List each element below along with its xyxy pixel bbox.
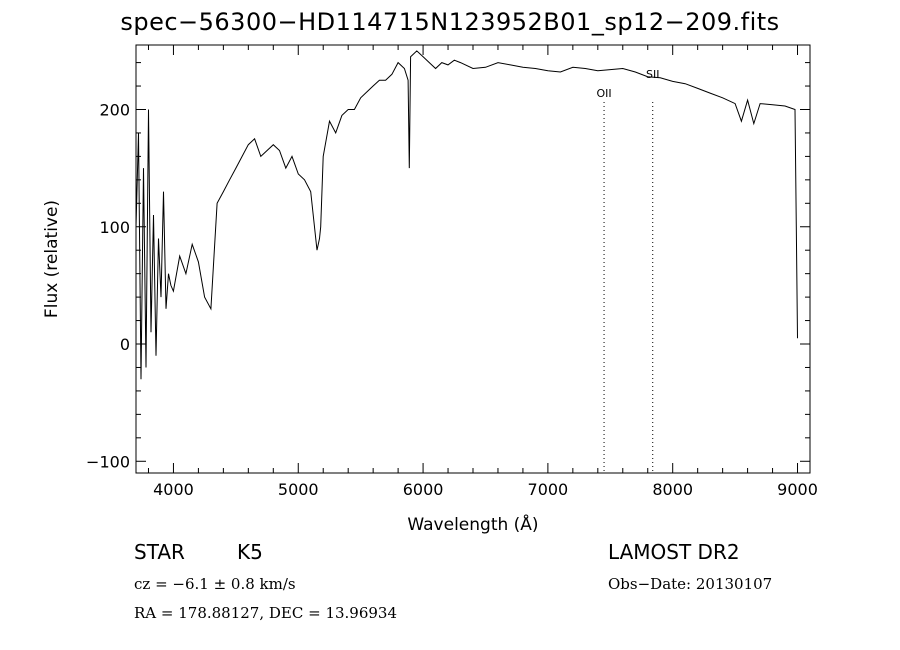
x-tick-label: 8000	[652, 480, 693, 499]
x-tick-label: 6000	[403, 480, 444, 499]
sky-coordinates: RA = 178.88127, DEC = 13.96934	[134, 604, 398, 622]
object-subclass: K5	[237, 540, 263, 564]
y-tick-label: −100	[86, 452, 130, 471]
y-axis-label: Flux (relative)	[42, 200, 62, 318]
redshift-velocity: cz = −6.1 ± 0.8 km/s	[134, 575, 296, 593]
y-tick-label: 0	[120, 335, 130, 354]
x-tick-label: 7000	[528, 480, 569, 499]
spectrum-series-line	[135, 50, 798, 380]
chart-title: spec−56300−HD114715N123952B01_sp12−209.f…	[120, 8, 780, 36]
line-marker-label: OII	[596, 87, 611, 100]
object-class: STAR	[134, 540, 185, 564]
survey-name: LAMOST DR2	[608, 540, 740, 564]
x-tick-label: 4000	[153, 480, 194, 499]
plot-frame	[135, 44, 811, 474]
x-tick-label: 5000	[278, 480, 319, 499]
y-tick-label: 100	[99, 218, 130, 237]
x-axis-label: Wavelength (Å)	[407, 513, 538, 535]
line-marker-label: SII	[646, 68, 659, 81]
y-tick-label: 200	[99, 100, 130, 119]
x-tick-label: 9000	[777, 480, 818, 499]
observation-date: Obs−Date: 20130107	[608, 575, 773, 593]
